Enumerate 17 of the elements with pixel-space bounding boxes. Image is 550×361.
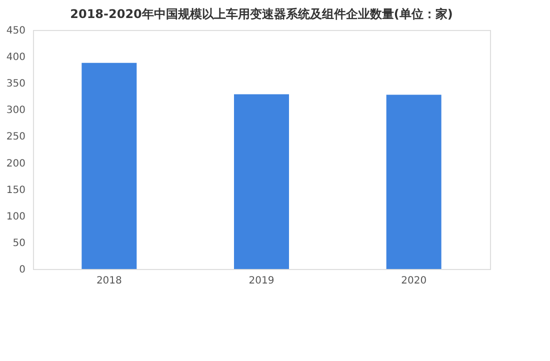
y-tick-label: 100 — [6, 211, 26, 222]
y-tick-label: 250 — [6, 132, 26, 143]
x-tick-label: 2019 — [248, 276, 274, 286]
y-tick-label: 50 — [12, 238, 26, 249]
bar — [234, 94, 289, 269]
x-tick-label: 2020 — [401, 276, 427, 286]
y-tick-label: 150 — [6, 184, 26, 196]
y-tick-label: 450 — [6, 26, 26, 36]
bar — [386, 94, 442, 269]
y-tick-label: 300 — [6, 105, 26, 116]
x-tick-label: 2018 — [96, 276, 122, 286]
y-tick-label: 400 — [6, 52, 26, 64]
y-tick-label: 0 — [19, 264, 26, 276]
y-tick-label: 350 — [6, 78, 26, 90]
y-tick-label: 200 — [6, 158, 26, 170]
bar — [82, 62, 137, 269]
chart-title: 2018-2020年中国规模以上车用变速器系统及组件企业数量(单位：家) — [70, 7, 453, 21]
